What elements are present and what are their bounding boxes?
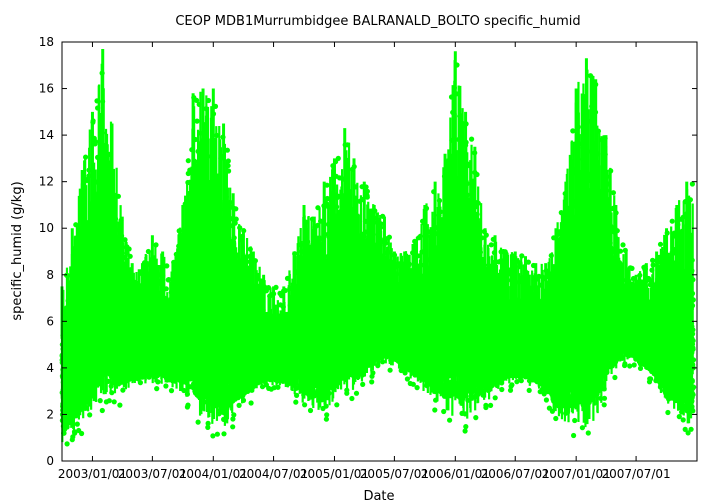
data-point — [248, 400, 254, 406]
data-point — [185, 402, 191, 408]
data-point — [99, 407, 105, 414]
data-layer — [59, 48, 697, 447]
data-point — [117, 402, 123, 408]
data-point — [72, 430, 78, 436]
data-point — [168, 388, 175, 394]
data-point — [64, 441, 70, 447]
data-point — [224, 147, 230, 153]
data-point — [73, 222, 79, 228]
data-point — [194, 118, 200, 124]
data-point — [126, 246, 132, 252]
data-point — [93, 139, 99, 145]
data-point — [221, 431, 227, 437]
data-point — [163, 383, 169, 389]
data-point — [106, 398, 112, 404]
data-point — [79, 430, 85, 437]
chart-title: CEOP MDB1Murrumbidgee BALRANALD_BOLTO sp… — [175, 14, 580, 29]
data-point — [210, 433, 216, 439]
data-point — [111, 399, 117, 405]
data-point — [194, 97, 200, 103]
data-point — [74, 421, 80, 427]
data-point — [195, 419, 201, 425]
data-point — [166, 277, 172, 283]
data-point — [164, 263, 170, 269]
data-point — [97, 398, 103, 404]
data-point — [127, 253, 133, 259]
data-point — [205, 424, 211, 430]
data-point — [230, 416, 236, 422]
data-point — [154, 386, 160, 392]
data-point — [185, 158, 191, 164]
data-point — [231, 412, 237, 418]
data-point — [120, 387, 126, 393]
data-point — [230, 424, 236, 430]
data-point — [205, 420, 211, 426]
data-point — [214, 431, 220, 437]
data-point — [87, 412, 93, 418]
data-point — [236, 402, 242, 408]
